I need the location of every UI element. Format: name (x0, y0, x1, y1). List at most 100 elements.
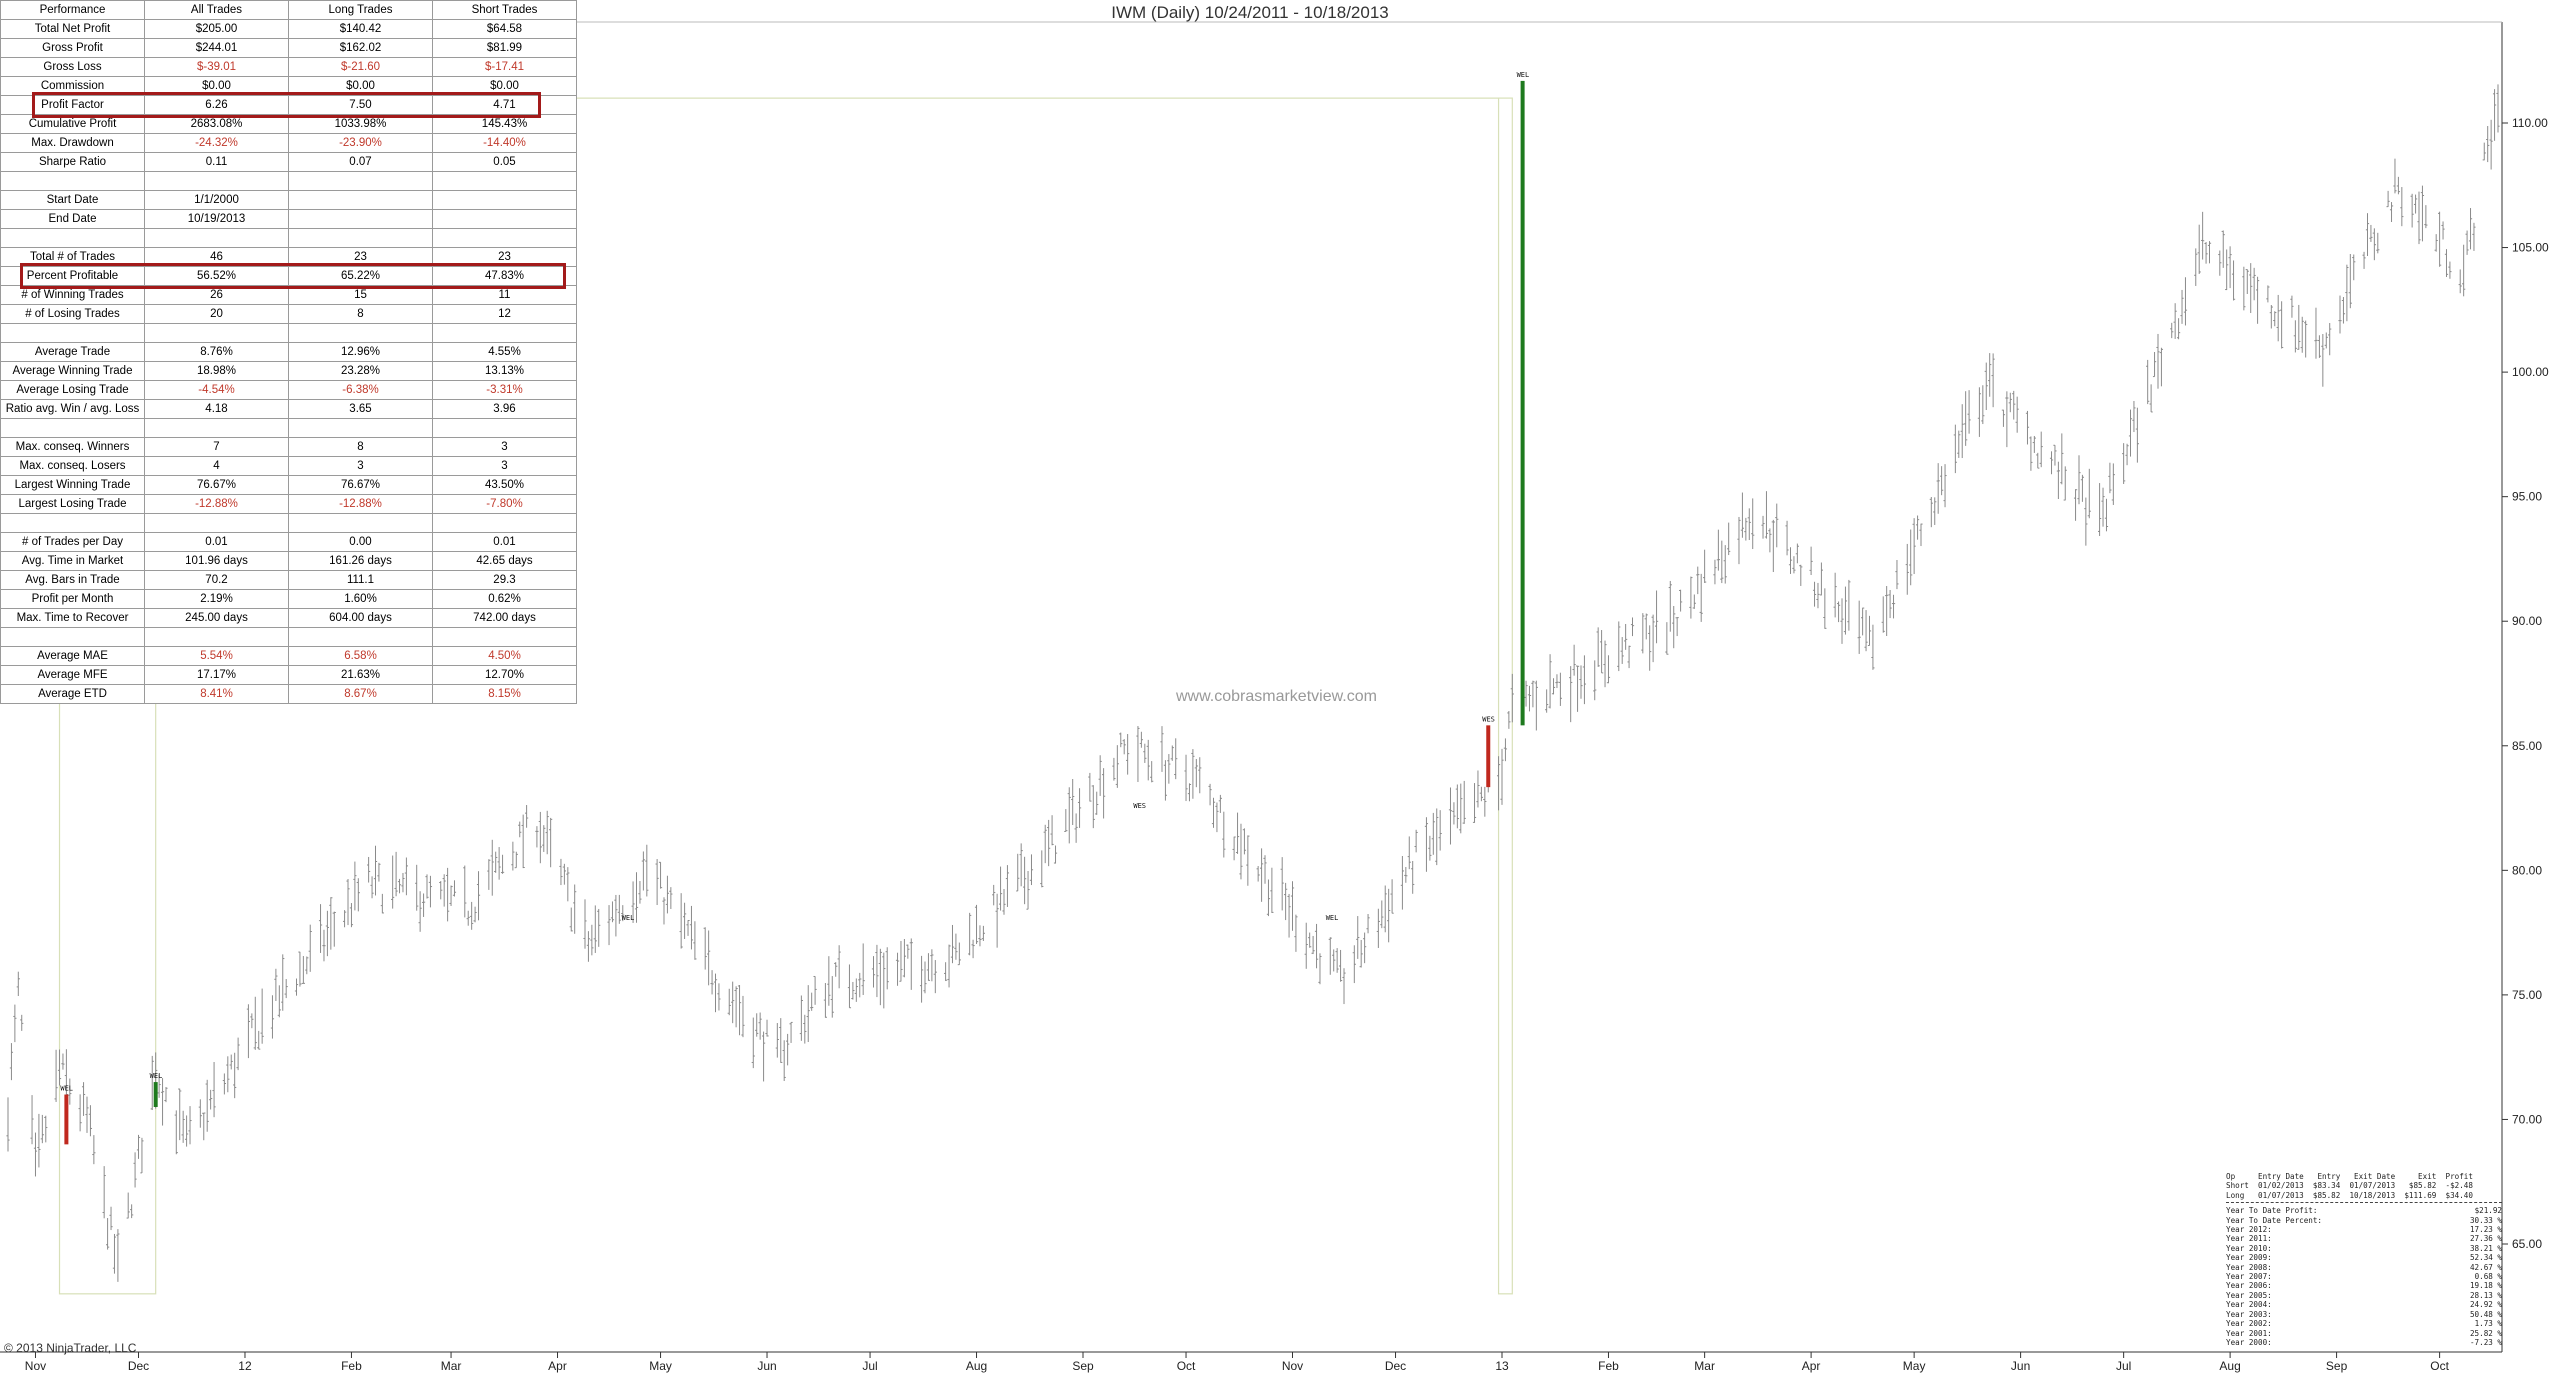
table-cell: 1/1/2000 (144, 190, 289, 210)
table-cell (144, 627, 289, 647)
row-label: Largest Losing Trade (0, 494, 145, 514)
table-cell: 21.63% (288, 665, 433, 685)
trade-summary-row: Long 01/07/2013 $85.82 10/18/2013 $111.6… (2226, 1191, 2502, 1200)
table-cell: 161.26 days (288, 551, 433, 571)
year-value: 42.67 % (2469, 1262, 2502, 1272)
row-label: Max. conseq. Losers (0, 456, 145, 476)
x-tick-label: 13 (1495, 1359, 1509, 1373)
year-label: Year To Date Profit: (2226, 1206, 2318, 1216)
year-value: 30.33 % (2469, 1215, 2502, 1225)
trade-summary-header: Op Entry Date Entry Exit Date Exit Profi… (2226, 1172, 2502, 1181)
trade-summary-cell: $85.82 (2399, 1181, 2441, 1191)
table-cell: $140.42 (288, 19, 433, 39)
table-cell: $-21.60 (288, 57, 433, 77)
table-cell (288, 627, 433, 647)
year-label: Year 2008: (2226, 1262, 2272, 1272)
x-tick-label: Oct (2430, 1359, 2449, 1373)
row-label (0, 513, 145, 533)
table-row: Average MAE 5.54% 6.58% 4.50% (0, 646, 577, 666)
x-tick-label: Jun (2011, 1359, 2030, 1373)
table-cell: $-39.01 (144, 57, 289, 77)
row-label: Average Trade (0, 342, 145, 362)
table-cell: 12.96% (288, 342, 433, 362)
table-row: # of Losing Trades 20 8 12 (0, 304, 577, 324)
table-cell (288, 513, 433, 533)
row-label: # of Winning Trades (0, 285, 145, 305)
trade-marker-label: WEL (1326, 914, 1339, 922)
trade-summary-cell: Op (2226, 1172, 2254, 1181)
table-cell: 17.17% (144, 665, 289, 685)
row-label: Avg. Bars in Trade (0, 570, 145, 590)
table-cell: 0.11 (144, 152, 289, 172)
table-cell (144, 418, 289, 438)
x-tick-label: Nov (1282, 1359, 1303, 1373)
x-tick-label: Sep (1072, 1359, 1094, 1373)
x-tick-label: Mar (1694, 1359, 1715, 1373)
year-profit-row: Year 2012: 17.23 % (2226, 1225, 2502, 1234)
y-tick-label: 95.00 (2512, 490, 2542, 504)
column-header: All Trades (144, 0, 289, 20)
y-tick-label: 105.00 (2512, 241, 2549, 255)
year-profit-row: Year 2003: 50.48 % (2226, 1310, 2502, 1319)
row-label: Start Date (0, 190, 145, 210)
table-cell (288, 171, 433, 191)
table-cell: -12.88% (288, 494, 433, 514)
table-cell: 42.65 days (432, 551, 577, 571)
year-profit-row: Year 2006: 19.18 % (2226, 1281, 2502, 1290)
table-cell: 0.01 (144, 532, 289, 552)
table-cell: 2.19% (144, 589, 289, 609)
table-cell (432, 209, 577, 229)
year-value: 38.21 % (2469, 1243, 2502, 1253)
table-cell: 7 (144, 437, 289, 457)
row-label: Average MAE (0, 646, 145, 666)
table-cell: 76.67% (144, 475, 289, 495)
row-label: Sharpe Ratio (0, 152, 145, 172)
trade-marker-label: WEL (150, 1072, 163, 1080)
year-value: 24.92 % (2469, 1300, 2502, 1310)
x-tick-label: Jun (757, 1359, 776, 1373)
table-cell: -14.40% (432, 133, 577, 153)
table-cell: 8 (288, 304, 433, 324)
table-row (0, 323, 577, 343)
x-tick-label: Dec (128, 1359, 149, 1373)
table-cell: 101.96 days (144, 551, 289, 571)
table-cell (288, 209, 433, 229)
table-cell: 0.00 (288, 532, 433, 552)
year-label: Year 2010: (2226, 1243, 2272, 1253)
table-cell: $162.02 (288, 38, 433, 58)
table-cell: $-17.41 (432, 57, 577, 77)
table-cell (288, 323, 433, 343)
table-cell: 65.22% (288, 266, 433, 286)
table-row: Avg. Time in Market 101.96 days 161.26 day… (0, 551, 577, 571)
y-tick-label: 90.00 (2512, 614, 2542, 628)
table-row: Average MFE 17.17% 21.63% 12.70% (0, 665, 577, 685)
x-tick-label: 12 (238, 1359, 252, 1373)
row-label: End Date (0, 209, 145, 229)
trade-summary-panel: Op Entry Date Entry Exit Date Exit Profi… (2226, 1172, 2502, 1347)
trade-summary-cell: Long (2226, 1190, 2254, 1200)
table-cell: -7.80% (432, 494, 577, 514)
table-row: Average Losing Trade -4.54% -6.38% -3.31% (0, 380, 577, 400)
table-cell: 76.67% (288, 475, 433, 495)
row-label: Max. Time to Recover (0, 608, 145, 628)
table-row: Total Net Profit $205.00 $140.42 $64.58 (0, 19, 577, 39)
year-label: Year 2004: (2226, 1300, 2272, 1310)
year-label: Year 2006: (2226, 1281, 2272, 1291)
year-profit-row: Year 2011: 27.36 % (2226, 1234, 2502, 1243)
chart-title: IWM (Daily) 10/24/2011 - 10/18/2013 (1111, 3, 1389, 22)
row-label: Avg. Time in Market (0, 551, 145, 571)
row-label: Average ETD (0, 684, 145, 704)
table-row: Avg. Bars in Trade 70.2 111.1 29.3 (0, 570, 577, 590)
table-cell: 4.50% (432, 646, 577, 666)
table-header-row: Performance All Trades Long Trades Short Tr… (0, 0, 577, 20)
year-label: Year 2000: (2226, 1337, 2272, 1347)
table-cell: -4.54% (144, 380, 289, 400)
trade-markers-layer: WEL WEL WEL WES WEL WES WEL (60, 71, 1529, 1145)
trade-summary-cell: Entry Date (2253, 1172, 2309, 1181)
table-row: # of Winning Trades 26 15 11 (0, 285, 577, 305)
trade-summary-cell: $85.82 (2308, 1190, 2345, 1200)
y-tick-label: 110.00 (2512, 116, 2548, 130)
table-row: Max. Drawdown -24.32% -23.90% -14.40% (0, 133, 577, 153)
year-value: 19.18 % (2469, 1281, 2502, 1291)
